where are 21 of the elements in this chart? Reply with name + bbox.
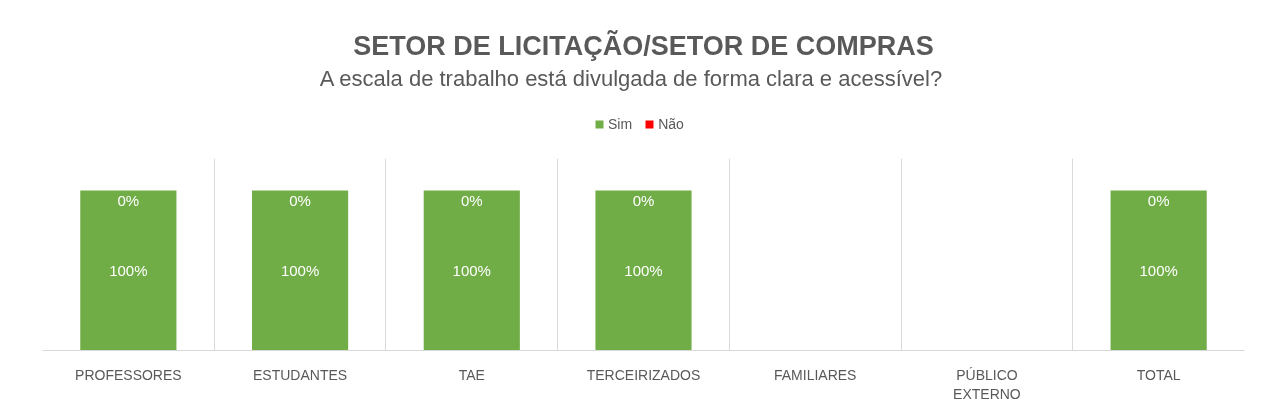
data-label: 100% — [1139, 262, 1178, 279]
data-label: 0% — [289, 191, 311, 209]
data-label: 100% — [452, 262, 491, 279]
x-tick-label: PÚBLICO EXTERNO — [953, 366, 1021, 402]
x-tick-label: ESTUDANTES — [253, 366, 348, 383]
chart-title: SETOR DE LICITAÇÃO/SETOR DE COMPRAS — [353, 29, 934, 61]
x-tick-label: TOTAL — [1136, 366, 1181, 383]
data-label: 0% — [460, 191, 483, 209]
data-label: 100% — [109, 262, 148, 279]
x-tick-label: PROFESSORES — [75, 366, 182, 383]
x-tick-label: TERCEIRIZADOS — [586, 366, 701, 383]
data-label: 100% — [624, 262, 663, 279]
data-label: 0% — [632, 191, 655, 209]
data-label: 0% — [1147, 191, 1170, 209]
x-tick-label: TAE — [458, 366, 485, 383]
data-label: 100% — [280, 262, 320, 279]
legend-label: Sim — [608, 116, 633, 132]
legend-label: Não — [658, 116, 684, 132]
data-label: 0% — [117, 191, 140, 209]
chart-subtitle: A escala de trabalho está divulgada de forma clara e acessível? — [319, 66, 943, 91]
x-tick-label: FAMILIARES — [773, 366, 857, 383]
